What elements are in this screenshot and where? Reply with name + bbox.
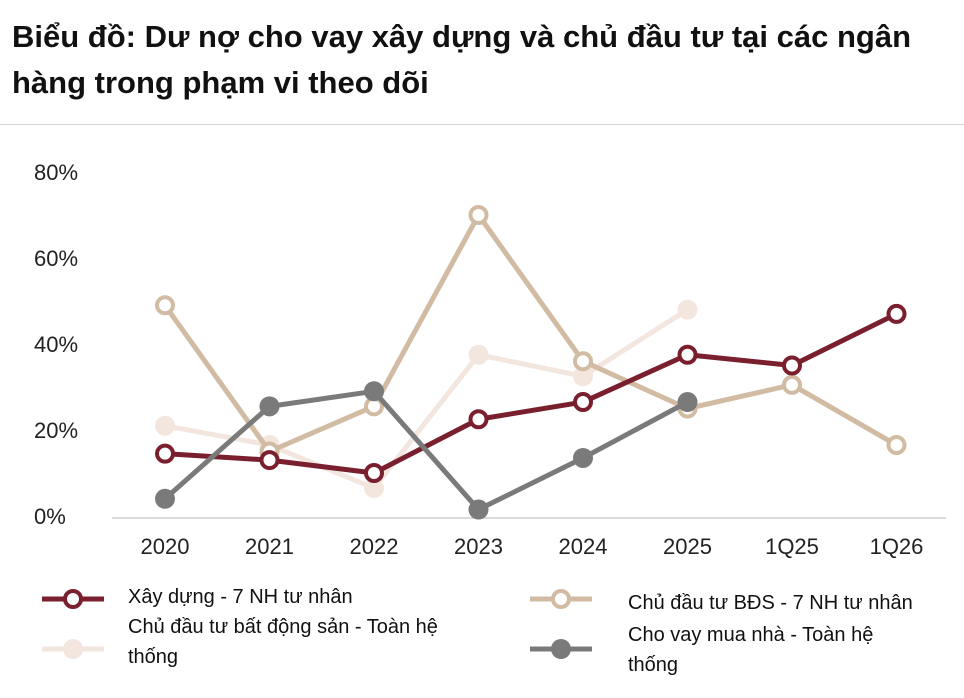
- legend-swatch-cdt-toan-he-thong: [42, 639, 104, 659]
- data-point: [364, 478, 384, 499]
- data-point: [573, 392, 593, 413]
- series-line: [164, 311, 898, 476]
- x-tick-label: 1Q25: [765, 534, 819, 559]
- y-tick-label: 40%: [34, 332, 78, 357]
- legend-swatch-xay-dung: [42, 589, 104, 609]
- data-point: [468, 344, 489, 365]
- data-point: [155, 415, 175, 436]
- y-tick-label: 20%: [34, 418, 78, 443]
- x-tick-label: 2021: [245, 534, 294, 559]
- chart-title: Biểu đồ: Dư nợ cho vay xây dựng và chủ đ…: [12, 19, 911, 100]
- data-point: [573, 366, 593, 387]
- title-divider: [0, 124, 964, 125]
- legend-label-cdt-toan-he-thong: Chủ đầu tư bất động sản - Toàn hệ thống: [128, 616, 438, 668]
- x-tick-label: 2022: [350, 534, 399, 559]
- data-point: [573, 447, 593, 468]
- series-2: [155, 299, 698, 499]
- data-point: [886, 303, 907, 324]
- data-point: [782, 374, 802, 395]
- x-tick-label: 2024: [559, 534, 608, 559]
- data-point: [155, 488, 175, 509]
- y-tick-label: 60%: [34, 246, 78, 271]
- data-point: [782, 355, 802, 376]
- legend-label-xay-dung: Xây dựng - 7 NH tư nhân: [128, 586, 353, 608]
- x-tick-label: 2025: [663, 534, 712, 559]
- data-point: [886, 435, 907, 456]
- series-0: [155, 303, 907, 483]
- data-point: [364, 381, 384, 402]
- series-line: [164, 307, 689, 491]
- legend-swatch-mua-nha: [530, 639, 592, 659]
- series-1: [155, 205, 907, 462]
- data-point: [468, 205, 489, 225]
- series-layer: [155, 205, 907, 520]
- x-tick-label: 2023: [454, 534, 503, 559]
- axis-layer: 0% 20% 40% 60% 80% 2020 2021 2022 2023 2024 2025 1Q…: [34, 160, 946, 559]
- data-point: [364, 463, 384, 483]
- series-line: [163, 388, 689, 513]
- x-tick-label: 2020: [141, 534, 190, 559]
- series-3: [155, 381, 698, 520]
- data-point: [468, 499, 489, 520]
- legend-label-mua-nha: Cho vay mua nhà - Toàn hệ thống: [628, 624, 874, 676]
- data-point: [677, 299, 698, 320]
- legend-swatch-cdt-bds: [530, 589, 592, 609]
- series-line: [162, 212, 898, 454]
- data-point: [155, 443, 175, 464]
- data-point: [259, 396, 280, 417]
- data-point: [155, 295, 175, 316]
- data-point: [573, 351, 593, 372]
- legend-label-cdt-bds: Chủ đầu tư BĐS - 7 NH tư nhân: [628, 592, 913, 614]
- data-point: [468, 409, 489, 430]
- data-point: [677, 344, 698, 365]
- y-tick-label: 80%: [34, 160, 78, 185]
- y-tick-label: 0%: [34, 504, 66, 529]
- data-point: [259, 450, 280, 471]
- x-tick-label: 1Q26: [870, 534, 924, 559]
- data-point: [677, 392, 698, 413]
